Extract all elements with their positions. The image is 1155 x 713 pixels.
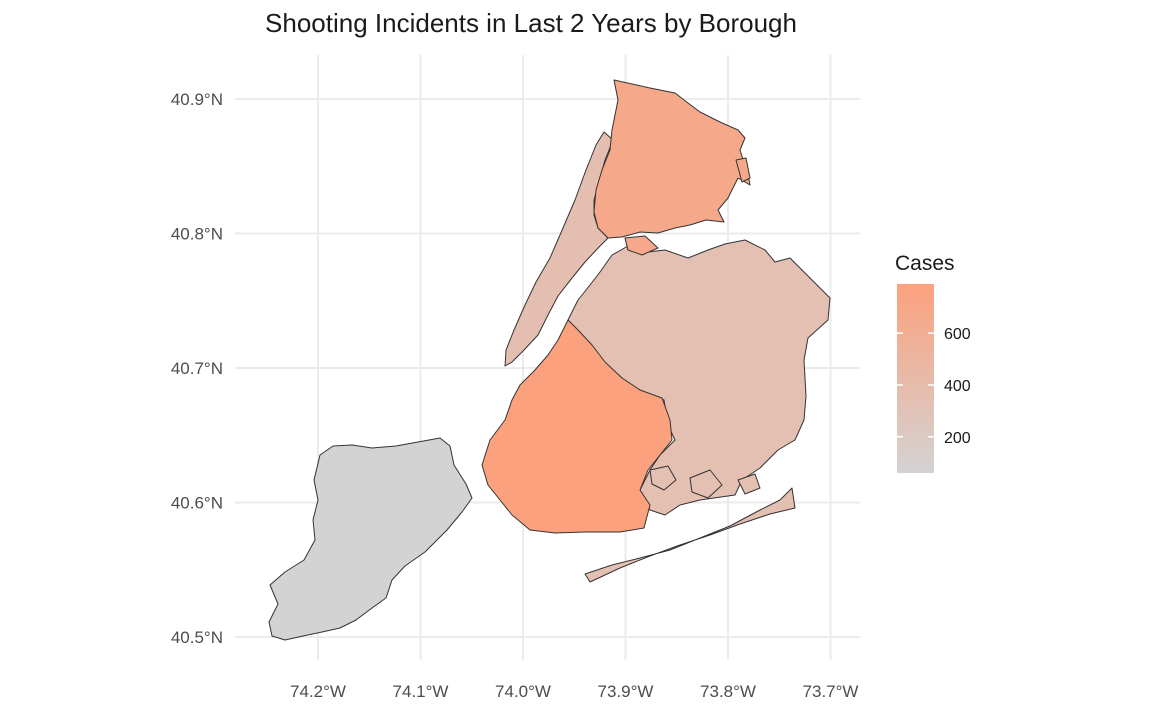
x-tick-label: 74.0°W: [495, 682, 551, 701]
legend-colorbar: [897, 284, 934, 473]
x-tick-label: 74.2°W: [290, 682, 346, 701]
region-bronx-island[interactable]: [624, 235, 659, 256]
x-tick-label: 73.7°W: [803, 682, 859, 701]
y-tick-label: 40.8°N: [171, 225, 223, 244]
region-queens-rockaway[interactable]: [584, 487, 796, 583]
x-tick-label: 74.1°W: [393, 682, 449, 701]
chart-title: Shooting Incidents in Last 2 Years by Bo…: [265, 8, 797, 38]
legend-title: Cases: [895, 252, 955, 275]
x-tick-label: 73.8°W: [700, 682, 756, 701]
region-staten-island[interactable]: [268, 437, 473, 641]
legend: Cases 200 400 600: [895, 252, 971, 473]
y-tick-label: 40.7°N: [171, 359, 223, 378]
region-queens-island[interactable]: [649, 465, 677, 491]
boroughs: [268, 79, 831, 641]
region-bronx-island[interactable]: [735, 157, 751, 183]
x-tick-label: 73.9°W: [598, 682, 654, 701]
region-bronx[interactable]: [593, 79, 751, 239]
y-tick-label: 40.6°N: [171, 494, 223, 513]
legend-tick-label: 200: [944, 430, 971, 447]
legend-tick-label: 400: [944, 378, 971, 395]
legend-tick-label: 600: [944, 326, 971, 343]
y-tick-label: 40.9°N: [171, 90, 223, 109]
region-brooklyn[interactable]: [481, 319, 673, 534]
region-queens-island[interactable]: [689, 469, 723, 499]
region-manhattan[interactable]: [504, 131, 614, 367]
y-tick-label: 40.5°N: [171, 628, 223, 647]
region-queens-island[interactable]: [737, 473, 761, 495]
legend-ticks: 200 400 600: [897, 326, 971, 447]
axes: 74.2°W 74.1°W 74.0°W 73.9°W 73.8°W 73.7°W 40.5…: [171, 90, 859, 701]
